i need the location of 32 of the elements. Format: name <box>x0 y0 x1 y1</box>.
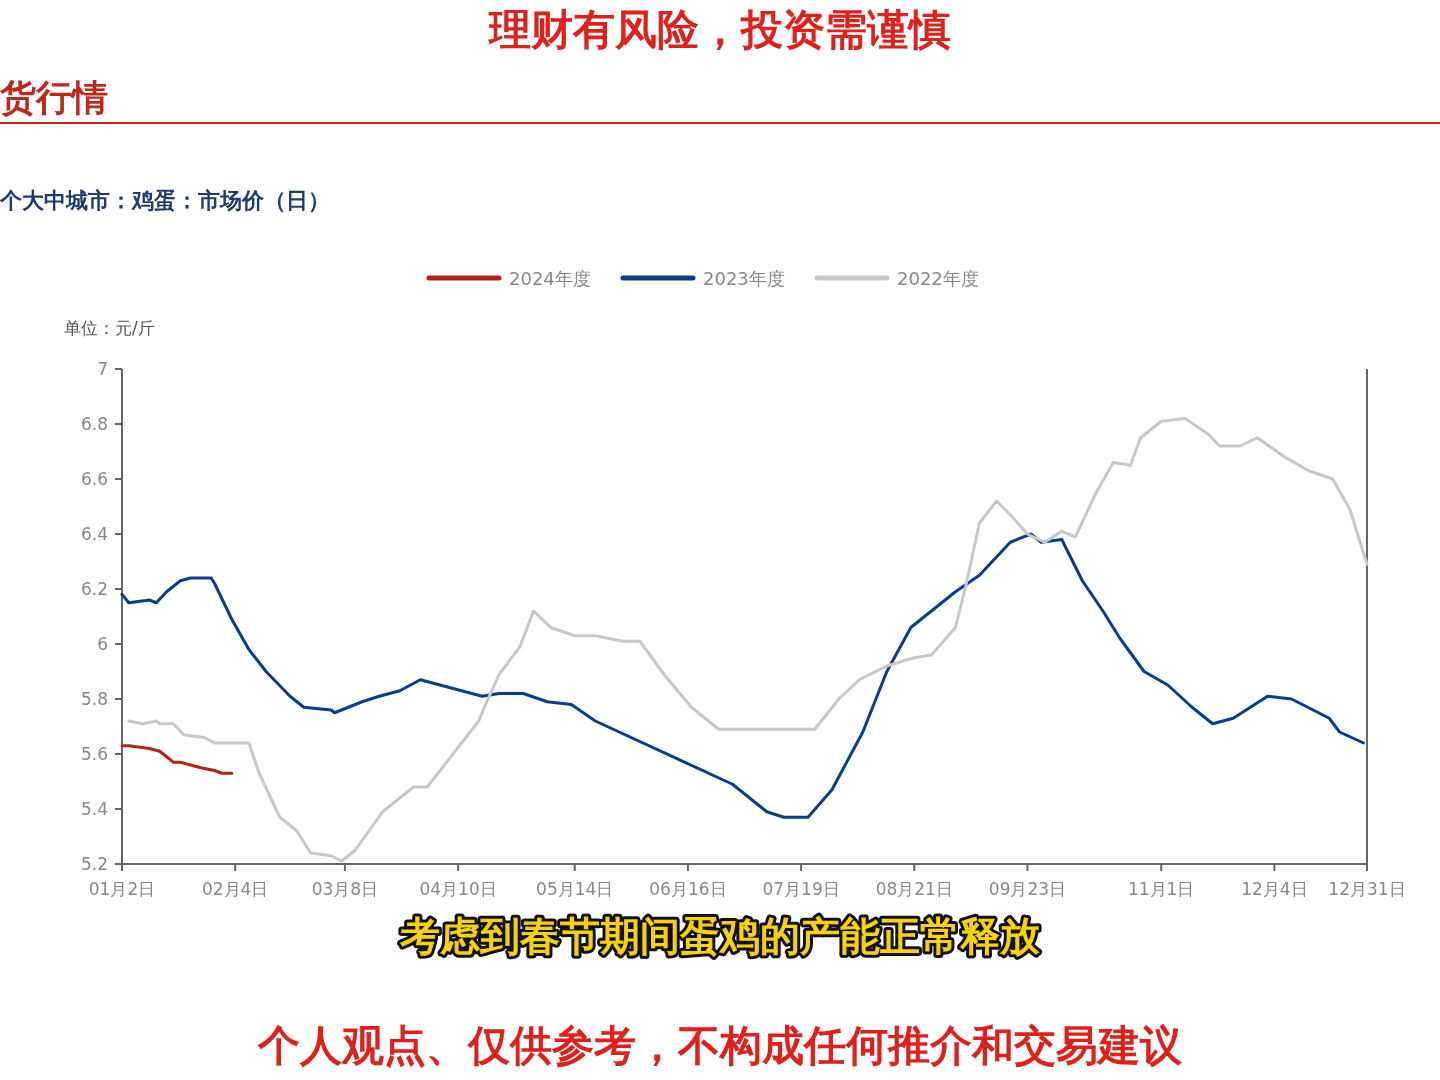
y-tick-label: 6.4 <box>80 524 108 544</box>
x-tick-label: 12月31日 <box>1328 879 1406 899</box>
x-tick-label: 11月1日 <box>1127 879 1195 899</box>
legend-label: 2024年度 <box>509 268 591 289</box>
x-tick-label: 03月8日 <box>311 879 379 899</box>
text: 理财有风险，投资需谨慎 <box>487 5 951 54</box>
y-tick-label: 5.4 <box>80 799 108 819</box>
text: 考虑到春节期间蛋鸡的产能正常释放 <box>399 913 1040 959</box>
text: 货行情 <box>0 77 108 118</box>
legend-label: 2022年度 <box>897 268 979 289</box>
y-tick-label: 5.8 <box>80 689 108 709</box>
x-tick-label: 12月4日 <box>1241 879 1308 899</box>
x-tick-label: 05月14日 <box>536 879 614 899</box>
y-tick-label: 5.2 <box>80 854 108 874</box>
y-tick-label: 6.8 <box>80 414 108 434</box>
chart-title: 个大中城市：鸡蛋：市场价（日） <box>0 188 330 213</box>
x-tick-label: 06月16日 <box>649 879 727 899</box>
y-tick-label: 7 <box>97 359 108 379</box>
line-series <box>120 744 234 775</box>
x-tick-label: 07月19日 <box>762 879 840 899</box>
y-tick-label: 6.6 <box>80 469 108 489</box>
x-tick-label: 02月4日 <box>201 879 269 899</box>
x-tick-label: 08月21日 <box>875 879 953 899</box>
y-tick-label: 5.6 <box>80 744 108 764</box>
text: 个人观点、仅供参考，不构成任何推介和交易建议 <box>257 1021 1183 1070</box>
y-tick-label: 6.2 <box>80 579 108 599</box>
x-tick-label: 04月10日 <box>419 879 497 899</box>
y-axis-title: 单位：元/斤 <box>64 318 155 338</box>
legend-label: 2023年度 <box>703 268 785 289</box>
y-tick-label: 6 <box>97 634 108 654</box>
x-tick-label: 09月23日 <box>988 879 1067 899</box>
x-tick-label: 01月2日 <box>88 879 156 899</box>
